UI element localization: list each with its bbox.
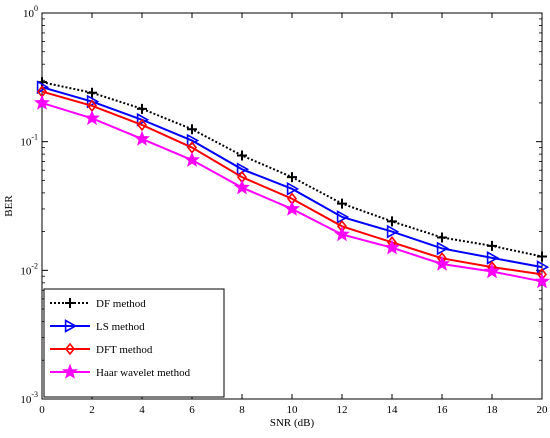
y-tick-label: 10-1 — [20, 133, 38, 149]
y-tick-exponent: -1 — [31, 133, 38, 142]
data-point-marker — [187, 124, 197, 135]
data-point-marker — [64, 319, 78, 333]
y-axis-label: BER — [3, 195, 15, 217]
y-tick-exponent: -3 — [31, 390, 38, 399]
data-point-marker — [337, 198, 347, 209]
series-haar-wavelet-method — [34, 94, 550, 289]
x-tick-label: 2 — [89, 404, 95, 416]
legend: DF method LS method DFT method Haar wavelet… — [43, 288, 225, 398]
data-point-marker — [537, 251, 547, 262]
y-tick-base: 10 — [20, 394, 32, 406]
x-axis: 0 2 4 6 8 10 12 14 16 18 20 — [39, 13, 548, 416]
data-point-marker — [437, 232, 447, 243]
data-point-marker — [484, 263, 500, 279]
data-point-marker — [86, 94, 100, 109]
x-tick-label: 14 — [387, 404, 399, 416]
x-tick-label: 10 — [287, 404, 299, 416]
legend-label: DF method — [96, 298, 146, 310]
series-line — [41, 86, 543, 269]
data-point-marker — [534, 273, 550, 289]
y-tick-label: 10-3 — [20, 390, 38, 406]
data-point-marker — [384, 239, 400, 255]
data-point-marker — [87, 87, 97, 98]
data-point-marker — [34, 94, 50, 110]
data-point-marker — [287, 172, 297, 183]
data-point-marker — [386, 224, 400, 239]
x-axis-label: SNR (dB) — [270, 417, 315, 429]
x-tick-label: 4 — [139, 404, 145, 416]
y-tick-base: 10 — [20, 137, 32, 149]
legend-label: DFT method — [96, 344, 153, 356]
data-point-marker — [434, 255, 450, 271]
data-point-marker — [486, 251, 500, 265]
data-point-marker — [84, 109, 100, 126]
x-tick-label: 16 — [437, 404, 449, 416]
data-point-marker — [184, 151, 200, 167]
x-tick-label: 0 — [39, 404, 45, 416]
x-tick-label: 18 — [487, 404, 499, 416]
data-point-marker — [284, 200, 300, 216]
data-point-marker — [65, 298, 75, 308]
legend-label: LS method — [96, 321, 145, 333]
series-line — [41, 90, 543, 276]
legend-item: LS method — [50, 319, 145, 333]
y-tick-exponent: -2 — [31, 261, 38, 270]
data-point-marker — [134, 130, 150, 146]
data-point-marker — [36, 80, 50, 95]
x-tick-label: 12 — [337, 404, 348, 416]
data-point-marker — [136, 112, 150, 127]
data-point-marker — [234, 179, 250, 195]
legend-item: DF method — [50, 298, 146, 310]
data-point-marker — [237, 150, 247, 161]
series-df-method — [37, 77, 547, 262]
data-point-marker — [336, 210, 350, 224]
legend-box — [43, 288, 225, 398]
data-point-marker — [286, 181, 300, 196]
data-point-marker — [62, 363, 78, 379]
legend-item: DFT method — [50, 342, 153, 356]
data-point-marker — [64, 342, 76, 356]
y-tick-base: 10 — [20, 265, 32, 277]
legend-item: Haar wavelet method — [50, 363, 191, 379]
x-tick-label: 8 — [239, 404, 245, 416]
data-point-marker — [137, 103, 147, 114]
y-tick-label: 100 — [23, 4, 38, 20]
series-group — [34, 77, 550, 289]
data-point-marker — [136, 118, 148, 132]
y-tick-exponent: 0 — [34, 4, 38, 13]
data-point-marker — [487, 240, 497, 251]
data-point-marker — [334, 226, 350, 242]
y-tick-label: 10-2 — [20, 261, 38, 277]
data-point-marker — [436, 241, 450, 256]
data-point-marker — [387, 216, 397, 227]
x-tick-label: 6 — [189, 404, 195, 416]
y-tick-base: 10 — [23, 8, 35, 20]
x-tick-label: 20 — [537, 404, 549, 416]
legend-label: Haar wavelet method — [96, 367, 191, 379]
